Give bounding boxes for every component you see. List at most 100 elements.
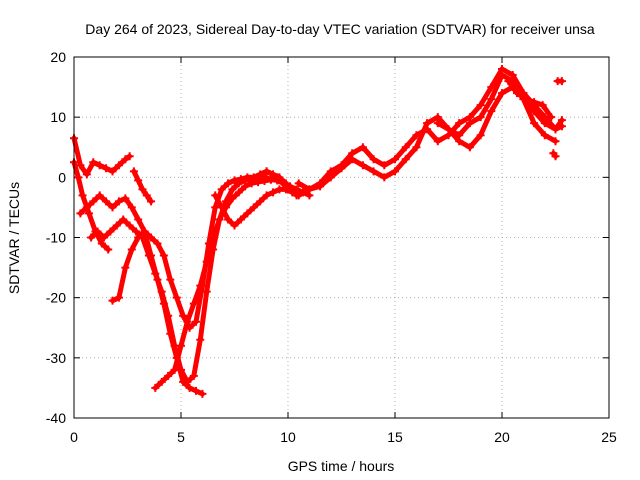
data-point: [211, 191, 220, 200]
series-trace-8: [129, 167, 156, 206]
data-point: [217, 203, 226, 212]
data-point: [262, 191, 271, 200]
data-point: [243, 209, 252, 218]
data-point: [95, 191, 104, 200]
y-tick-label: -20: [46, 290, 66, 306]
series-line: [152, 177, 312, 391]
data-point: [249, 203, 258, 212]
data-point: [498, 71, 506, 80]
data-point: [504, 77, 513, 86]
data-point: [247, 179, 256, 188]
data-point: [89, 158, 98, 167]
data-point: [112, 221, 121, 230]
series-trace-12: [504, 77, 556, 122]
data-point: [557, 116, 566, 125]
data-point: [236, 175, 245, 184]
data-point: [166, 275, 175, 284]
data-point: [82, 170, 91, 179]
data-point: [151, 383, 160, 392]
data-point: [196, 281, 205, 290]
data-point: [157, 377, 166, 386]
data-point: [262, 167, 271, 176]
data-point: [185, 383, 194, 392]
y-tick-label: 20: [50, 49, 66, 65]
data-point: [97, 239, 106, 248]
data-point: [224, 179, 233, 188]
data-point: [172, 293, 181, 302]
data-point: [476, 113, 485, 122]
data-point: [82, 203, 91, 212]
data-point: [104, 245, 113, 254]
data-point: [273, 173, 282, 182]
data-point: [305, 185, 314, 194]
data-point: [465, 143, 474, 152]
data-point: [183, 317, 192, 326]
data-point: [125, 152, 134, 161]
y-tick-label: -10: [46, 230, 66, 246]
data-point: [530, 98, 539, 107]
y-axis-label: SDTVAR / TECUs: [6, 182, 22, 294]
x-tick-label: 10: [280, 429, 296, 445]
data-point: [316, 182, 325, 191]
data-point: [95, 161, 104, 170]
data-point: [337, 164, 346, 173]
data-point: [455, 137, 464, 146]
data-point: [401, 143, 410, 152]
data-point: [164, 371, 173, 380]
data-point: [177, 341, 185, 350]
y-tick-label: 10: [50, 109, 66, 125]
data-point: [189, 299, 198, 308]
data-point: [144, 251, 153, 260]
data-point: [228, 185, 237, 194]
grid: [74, 57, 609, 418]
data-point: [198, 389, 207, 398]
data-point: [455, 119, 464, 128]
data-point: [217, 185, 226, 194]
data-point: [476, 131, 485, 140]
data-point: [157, 287, 166, 296]
data-point: [129, 167, 138, 176]
chart-title: Day 264 of 2023, Sidereal Day-to-day VTE…: [85, 21, 595, 37]
y-tick-label: 0: [58, 169, 66, 185]
data-point: [380, 173, 389, 182]
data-point: [391, 155, 399, 164]
data-point: [147, 197, 156, 206]
data-point: [164, 311, 173, 320]
data-point: [93, 227, 102, 236]
data-point: [119, 215, 128, 224]
data-point: [202, 287, 211, 296]
data-point: [114, 293, 123, 302]
data-point: [138, 185, 147, 194]
series-line: [71, 135, 133, 177]
data-point: [358, 161, 367, 170]
data-point: [209, 233, 218, 242]
data-point: [189, 371, 198, 380]
data-point: [551, 125, 560, 134]
data-point: [183, 377, 192, 386]
data-point: [433, 119, 442, 128]
data-point: [179, 311, 188, 320]
data-point: [512, 89, 521, 98]
data-point: [540, 131, 549, 140]
data-point: [153, 239, 162, 248]
data-point: [487, 107, 496, 116]
data-point: [102, 197, 111, 206]
x-axis-label: GPS time / hours: [288, 458, 395, 474]
data-point: [551, 137, 560, 146]
data-point: [134, 176, 143, 185]
data-point: [551, 152, 560, 161]
data-point: [230, 176, 239, 185]
data-point: [254, 178, 263, 187]
data-point: [234, 188, 243, 197]
data-point: [106, 227, 115, 236]
series-trace-6: [151, 175, 314, 392]
data-point: [140, 227, 149, 236]
data-point: [530, 119, 539, 128]
data-point: [380, 161, 389, 170]
data-point: [147, 233, 156, 242]
data-point: [121, 194, 130, 203]
series-trace-5: [108, 167, 290, 332]
data-point: [114, 197, 123, 206]
data-point: [125, 221, 134, 230]
